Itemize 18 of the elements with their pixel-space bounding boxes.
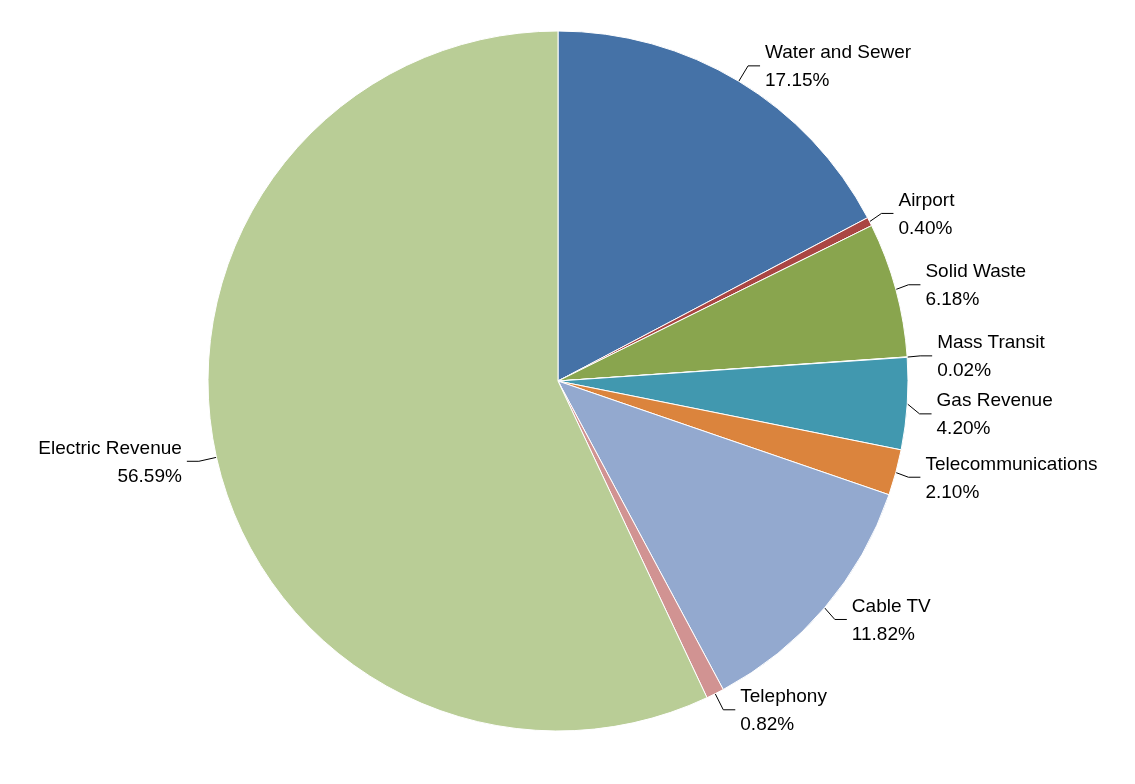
data-label: 0.02%	[937, 359, 992, 381]
slice-label: Telephony	[740, 685, 828, 707]
data-label: 6.18%	[925, 288, 980, 310]
data-label: 0.82%	[740, 713, 795, 735]
slice-label: Cable TV	[851, 594, 932, 616]
slice-label: Water and Sewer	[765, 41, 912, 63]
slice-label: Mass Transit	[937, 331, 1046, 353]
data-label: 0.40%	[898, 216, 953, 238]
slice-label: Gas Revenue	[936, 389, 1053, 411]
data-label: 4.20%	[936, 417, 991, 439]
slice-label: Solid Waste	[925, 260, 1027, 282]
slice-label: Electric Revenue	[38, 436, 182, 458]
data-label: 2.10%	[925, 480, 980, 502]
data-label: 56.59%	[117, 464, 182, 486]
slice-label: Telecommunications	[925, 452, 1098, 474]
data-label: 11.82%	[851, 622, 915, 644]
slice-label: Airport	[898, 188, 956, 210]
data-label: 17.15%	[765, 69, 830, 91]
